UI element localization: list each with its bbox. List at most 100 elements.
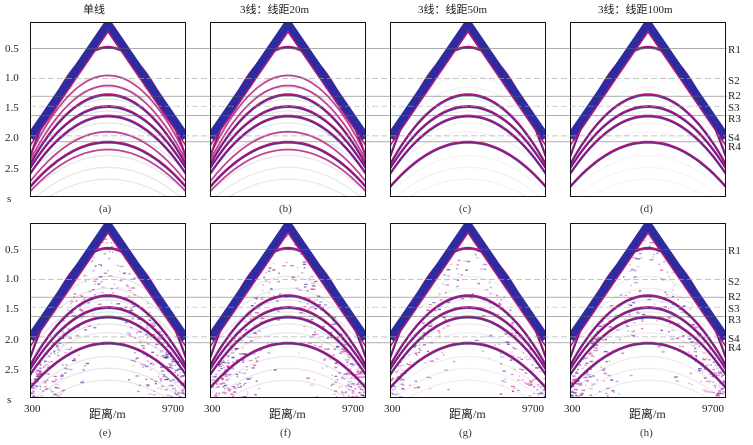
reflection-event — [390, 294, 546, 366]
horizon-label-top-R4: R4 — [728, 141, 741, 153]
caption-c: (c) — [459, 203, 472, 215]
x-min-f: 300 — [204, 403, 221, 415]
faint-event — [574, 367, 722, 398]
direct-arrival-edge — [210, 30, 366, 147]
noise-speckles — [570, 234, 726, 398]
faint-event — [30, 331, 186, 374]
horizon-label-top-S4: S4 — [728, 132, 740, 144]
direct-arrival — [390, 22, 546, 140]
reflection-event — [210, 140, 366, 188]
reflection-event-trough — [210, 317, 366, 377]
faint-event — [30, 98, 186, 149]
faint-event — [570, 287, 726, 341]
y-tick-bottom-3: 2.0 — [5, 334, 19, 346]
reflection-event-trough — [210, 343, 366, 390]
faint-event — [210, 154, 366, 194]
faint-event — [34, 367, 182, 398]
faint-event — [390, 287, 546, 341]
faint-event — [390, 98, 546, 149]
reflection-event-trough — [390, 307, 546, 371]
reflection-event-trough — [210, 106, 366, 170]
x-label-f: 距离/m — [269, 407, 306, 421]
x-min-h: 300 — [564, 403, 581, 415]
faint-event — [390, 299, 546, 350]
reflection-event — [210, 294, 366, 366]
reflection-event-trough — [210, 295, 366, 367]
direct-arrival — [30, 223, 186, 341]
direct-arrival-edge — [390, 30, 546, 147]
faint-event — [30, 355, 186, 395]
faint-event — [210, 287, 366, 341]
reflection-event-trough — [570, 142, 726, 189]
caption-f: (f) — [280, 427, 291, 439]
reflection-event — [30, 294, 186, 366]
y-tick-top-2: 1.5 — [5, 102, 19, 114]
caption-g: (g) — [459, 427, 472, 439]
x-label-g: 距离/m — [449, 407, 486, 421]
x-label-e: 距离/m — [89, 407, 126, 421]
horizon-label-bottom-S2: S2 — [728, 276, 740, 288]
x-label-h: 距离/m — [629, 407, 666, 421]
direct-arrival — [210, 223, 366, 341]
y-tick-bottom-2: 1.5 — [5, 303, 19, 315]
direct-arrival — [390, 223, 546, 341]
faint-event — [407, 379, 529, 398]
faint-event — [570, 130, 726, 173]
direct-arrival — [30, 22, 186, 140]
reflection-event-trough — [30, 116, 186, 176]
panel-frame — [390, 223, 546, 398]
reflection-event-trough — [30, 343, 186, 390]
horizon-label-bottom-R3: R3 — [728, 314, 741, 326]
multiple-event — [30, 74, 186, 156]
y-unit-bottom: s — [7, 394, 12, 406]
faint-event — [210, 110, 366, 158]
panel-frame — [210, 223, 366, 398]
y-tick-top-1: 1.0 — [5, 72, 19, 84]
panel-a — [30, 22, 186, 197]
y-tick-bottom-0: 0.5 — [5, 244, 19, 256]
faint-event — [210, 311, 366, 359]
reflection-event-trough — [570, 106, 726, 170]
panel-b — [210, 22, 366, 197]
horizon-label-bottom-R1: R1 — [728, 245, 741, 257]
panel-e — [30, 223, 186, 398]
y-tick-top-3: 2.0 — [5, 132, 19, 144]
horizon-label-top-S3: S3 — [728, 102, 740, 114]
panel-title-b: 3线：线距20m — [240, 4, 310, 16]
faint-event — [30, 110, 186, 158]
horizon-label-bottom-R4: R4 — [728, 342, 741, 354]
reflection-event-trough — [570, 343, 726, 390]
caption-e: (e) — [99, 427, 112, 439]
reflection-event-trough — [30, 94, 186, 166]
reflection-event — [570, 341, 726, 389]
faint-event — [227, 178, 349, 197]
x-max-f: 9700 — [342, 403, 364, 415]
reflection-event-trough — [30, 307, 186, 371]
x-max-h: 9700 — [702, 403, 724, 415]
reflection-event-trough — [210, 142, 366, 189]
caption-h: (h) — [640, 427, 653, 439]
faint-event — [30, 311, 186, 359]
multiple-event — [210, 84, 366, 161]
faint-event — [47, 178, 169, 197]
reflection-event-trough — [30, 142, 186, 189]
direct-arrival-edge — [390, 231, 546, 348]
reflection-event — [210, 93, 366, 165]
reflection-event-trough — [390, 343, 546, 390]
faint-event — [30, 287, 186, 341]
direct-arrival-edge — [30, 30, 186, 147]
multiple-event — [210, 148, 366, 193]
x-max-e: 9700 — [162, 403, 184, 415]
faint-event — [574, 166, 722, 197]
panel-frame — [570, 223, 726, 398]
faint-event — [570, 311, 726, 359]
y-tick-bottom-4: 2.5 — [5, 364, 19, 376]
reflection-event-trough — [390, 116, 546, 176]
faint-event — [587, 178, 709, 197]
faint-event — [390, 154, 546, 194]
panel-c — [390, 22, 546, 197]
multiple-event — [30, 148, 186, 193]
faint-event — [390, 86, 546, 140]
faint-event — [394, 367, 542, 398]
